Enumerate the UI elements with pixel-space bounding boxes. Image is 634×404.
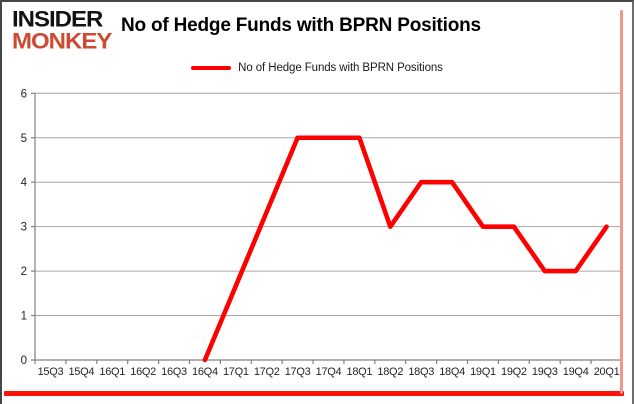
y-tick-label: 6 bbox=[21, 88, 27, 100]
x-tick-label: 19Q2 bbox=[501, 366, 527, 378]
x-tick-label: 17Q3 bbox=[285, 366, 311, 378]
logo-text-insider: INSIDER bbox=[12, 7, 103, 32]
x-tick-label: 19Q3 bbox=[532, 366, 558, 378]
x-tick-label: 17Q2 bbox=[254, 366, 280, 378]
x-tick-label: 19Q1 bbox=[470, 366, 496, 378]
x-tick-label: 16Q2 bbox=[130, 366, 156, 378]
x-tick-label: 15Q4 bbox=[68, 366, 94, 378]
legend-line-swatch bbox=[191, 66, 232, 70]
y-tick-label: 5 bbox=[21, 133, 27, 145]
x-tick-label: 18Q1 bbox=[347, 366, 373, 378]
legend-label: No of Hedge Funds with BPRN Positions bbox=[238, 62, 443, 74]
x-tick-label: 18Q2 bbox=[377, 366, 403, 378]
x-tick-label: 17Q1 bbox=[223, 366, 249, 378]
x-tick-label: 17Q4 bbox=[316, 366, 342, 378]
x-tick-label: 15Q3 bbox=[38, 366, 64, 378]
y-tick-label: 1 bbox=[21, 311, 27, 323]
y-tick-label: 0 bbox=[21, 355, 27, 367]
logo-text-monkey: MONKEY bbox=[12, 29, 112, 54]
x-tick-label: 16Q3 bbox=[161, 366, 187, 378]
x-tick-label: 16Q1 bbox=[99, 366, 125, 378]
series-line bbox=[202, 135, 609, 363]
y-tick-label: 2 bbox=[21, 266, 27, 278]
x-tick-label: 18Q4 bbox=[439, 366, 465, 378]
x-tick-label: 20Q1 bbox=[594, 366, 620, 378]
chart-title: No of Hedge Funds with BPRN Positions bbox=[121, 15, 481, 36]
accent-right-bar bbox=[620, 10, 623, 394]
y-tick-label: 4 bbox=[21, 177, 28, 189]
x-tick-label: 16Q4 bbox=[192, 366, 218, 378]
y-tick-label: 3 bbox=[21, 222, 27, 234]
x-tick-label: 19Q4 bbox=[563, 366, 589, 378]
legend: No of Hedge Funds with BPRN Positions bbox=[2, 62, 632, 74]
x-tick-label: 18Q3 bbox=[408, 366, 434, 378]
insider-monkey-logo: INSIDER MONKEY bbox=[12, 7, 112, 55]
accent-bottom-bar bbox=[4, 391, 624, 396]
